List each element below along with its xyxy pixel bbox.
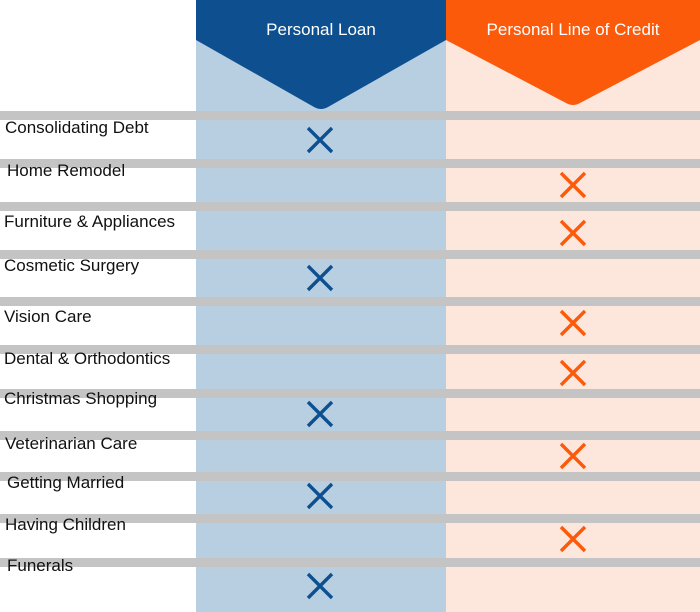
line-of-credit-column: Personal Line of Credit: [446, 0, 700, 612]
row-divider: [0, 472, 700, 481]
row-label: Consolidating Debt: [5, 118, 149, 137]
line-of-credit-x-mark-icon: [558, 441, 588, 471]
row-label: Having Children: [5, 515, 126, 534]
personal-loan-label: Personal Loan: [266, 20, 376, 39]
line-of-credit-x-mark-icon: [558, 218, 588, 248]
row-label: Cosmetic Surgery: [4, 256, 140, 275]
row-divider: [0, 514, 700, 523]
row-divider: [0, 558, 700, 567]
row-divider: [0, 111, 700, 120]
row-divider: [0, 389, 700, 398]
line-of-credit-x-mark-icon: [558, 308, 588, 338]
personal-loan-header: [196, 0, 446, 109]
row-label: Funerals: [7, 556, 74, 575]
line-of-credit-x-mark-icon: [558, 358, 588, 388]
personal-loan-x-mark-icon: [305, 125, 335, 155]
personal-loan-x-mark-icon: [305, 399, 335, 429]
row-label: Dental & Orthodontics: [4, 349, 171, 368]
row-label: Vision Care: [4, 307, 92, 326]
line-of-credit-x-mark-icon: [558, 170, 588, 200]
personal-loan-x-mark-icon: [305, 481, 335, 511]
row-label: Christmas Shopping: [4, 389, 158, 408]
line-of-credit-x-mark-icon: [558, 524, 588, 554]
personal-loan-x-mark-icon: [305, 571, 335, 601]
personal-loan-x-mark-icon: [305, 263, 335, 293]
row-divider: [0, 297, 700, 306]
personal-loan-column: Personal Loan: [196, 0, 446, 612]
row-divider: [0, 431, 700, 440]
row-divider: [0, 202, 700, 211]
line-of-credit-label: Personal Line of Credit: [486, 20, 660, 39]
row-label: Furniture & Appliances: [4, 212, 176, 231]
row-divider: [0, 345, 700, 354]
row-divider: [0, 250, 700, 259]
row-label: Getting Married: [7, 473, 125, 492]
row-label: Home Remodel: [7, 161, 126, 180]
row-divider: [0, 159, 700, 168]
row-label: Veterinarian Care: [5, 434, 138, 453]
line-of-credit-header: [446, 0, 700, 105]
